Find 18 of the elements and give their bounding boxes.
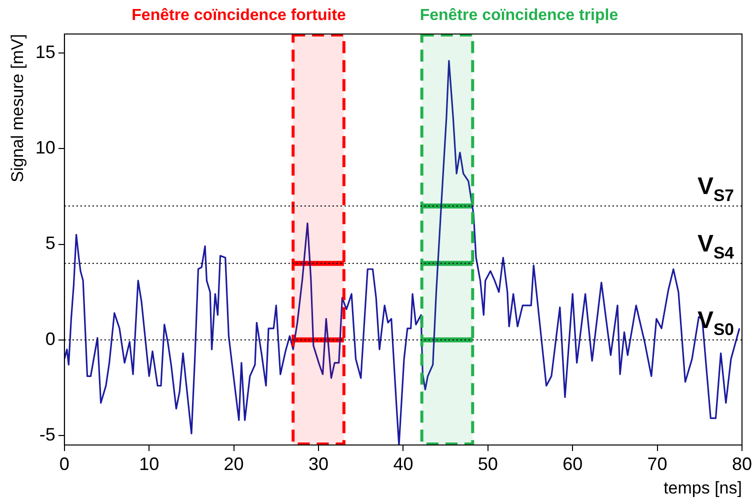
x-tick-label: 30 <box>308 454 329 474</box>
x-tick-label: 10 <box>139 454 160 474</box>
y-tick-label: 10 <box>35 138 56 158</box>
x-tick-label: 80 <box>732 454 752 474</box>
band-label: Fenêtre coïncidence triple <box>420 7 618 24</box>
x-tick-label: 70 <box>647 454 668 474</box>
x-tick-label: 20 <box>224 454 244 474</box>
y-tick-label: 15 <box>35 42 56 62</box>
y-tick-label: 0 <box>45 328 56 349</box>
x-axis-title: temps [ns] <box>664 478 742 498</box>
y-axis-title: Signal mesure [mV] <box>8 34 27 182</box>
x-tick-label: 60 <box>562 454 583 474</box>
x-tick-label: 50 <box>478 454 498 474</box>
x-tick-label: 0 <box>59 454 70 474</box>
x-tick-label: 40 <box>393 454 414 474</box>
y-tick-label: -5 <box>39 424 56 444</box>
band-label: Fenêtre coïncidence fortuite <box>132 7 346 24</box>
y-tick-label: 5 <box>45 233 56 254</box>
